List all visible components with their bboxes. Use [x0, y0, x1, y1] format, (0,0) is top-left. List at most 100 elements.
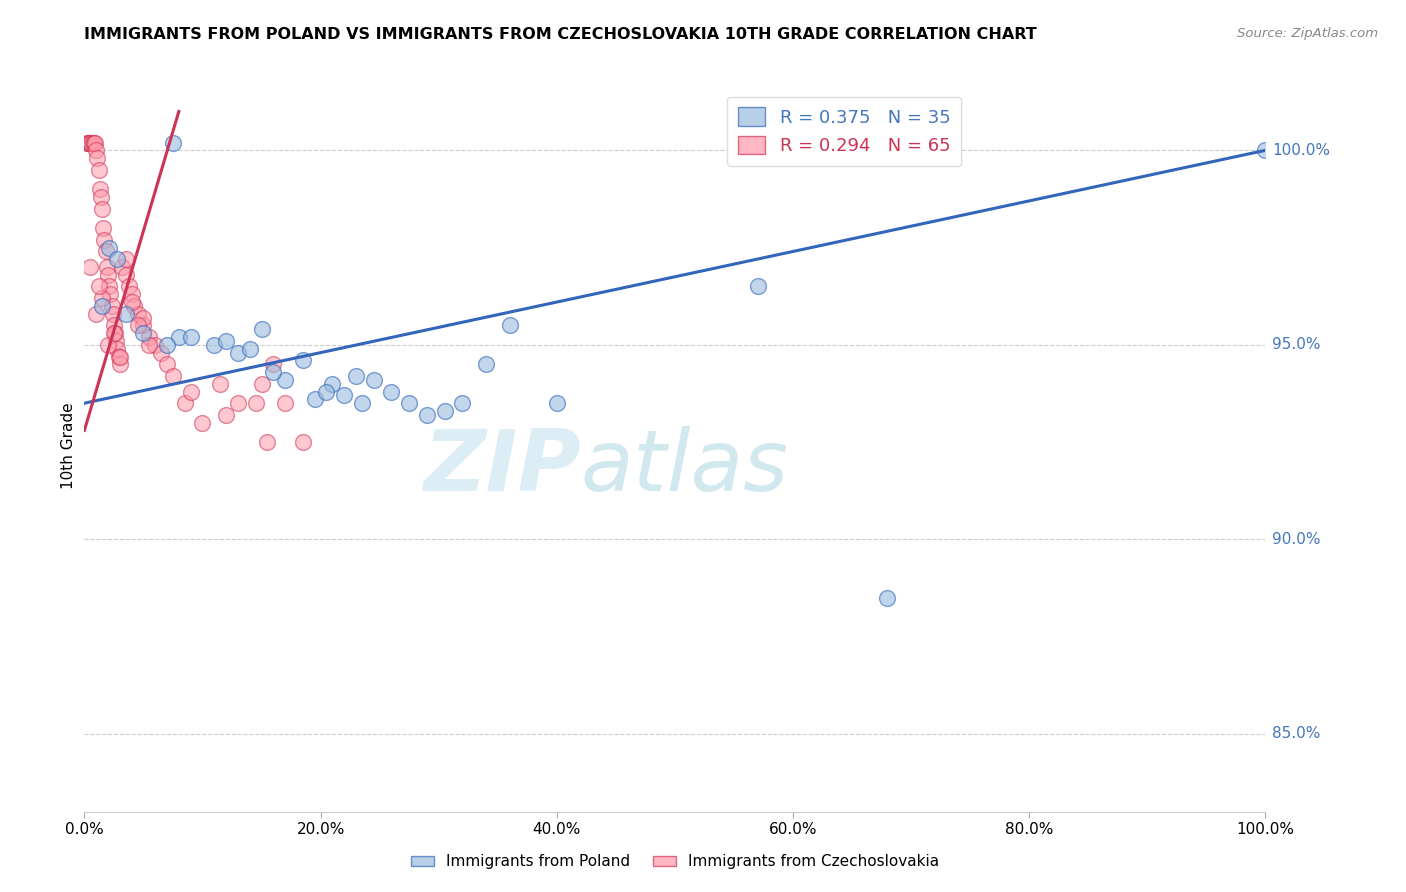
Y-axis label: 10th Grade: 10th Grade [60, 402, 76, 490]
Point [100, 299, 122, 313]
Point [114, 252, 136, 267]
Point [363, 373, 385, 387]
Point [215, 334, 238, 348]
Text: 90.0%: 90.0% [1272, 532, 1320, 547]
Point [262, 357, 284, 371]
Point [94, 244, 117, 259]
Point [121, 287, 143, 301]
Point [103, 318, 125, 333]
Point [84, 307, 107, 321]
Point [274, 396, 297, 410]
Point [98, 287, 121, 301]
Legend: Immigrants from Poland, Immigrants from Czechoslovakia: Immigrants from Poland, Immigrants from … [405, 848, 945, 875]
Point [1254, 144, 1277, 158]
Point [150, 345, 173, 359]
Point [180, 330, 202, 344]
Point [97, 268, 120, 282]
Point [96, 260, 118, 274]
Point [138, 338, 160, 352]
Text: 85.0%: 85.0% [1272, 726, 1320, 741]
Point [87, 162, 110, 177]
Point [80, 136, 103, 150]
Point [91, 299, 114, 313]
Point [84, 136, 107, 150]
Point [91, 202, 114, 216]
Point [202, 338, 225, 352]
Point [143, 338, 166, 352]
Point [226, 396, 249, 410]
Point [114, 307, 136, 321]
Point [87, 279, 110, 293]
Point [180, 384, 202, 399]
Point [111, 260, 134, 274]
Point [380, 384, 402, 399]
Point [250, 376, 273, 391]
Point [350, 396, 373, 410]
Point [162, 368, 184, 383]
Text: IMMIGRANTS FROM POLAND VS IMMIGRANTS FROM CZECHOSLOVAKIA 10TH GRADE CORRELATION : IMMIGRANTS FROM POLAND VS IMMIGRANTS FRO… [84, 27, 1038, 42]
Point [245, 396, 267, 410]
Point [122, 299, 145, 313]
Point [498, 318, 520, 333]
Point [76, 136, 98, 150]
Point [79, 136, 101, 150]
Point [132, 318, 155, 333]
Point [103, 326, 125, 341]
Point [304, 392, 326, 407]
Point [104, 326, 127, 341]
Legend: R = 0.375   N = 35, R = 0.294   N = 65: R = 0.375 N = 35, R = 0.294 N = 65 [727, 96, 962, 166]
Point [98, 241, 121, 255]
Point [127, 307, 149, 321]
Point [101, 307, 124, 321]
Point [256, 435, 278, 450]
Point [239, 342, 262, 356]
Point [451, 396, 474, 410]
Point [82, 136, 104, 150]
Point [138, 330, 160, 344]
Point [105, 334, 128, 348]
Text: 100.0%: 100.0% [1272, 143, 1330, 158]
Point [173, 396, 195, 410]
Point [91, 291, 114, 305]
Point [97, 338, 120, 352]
Text: ZIP: ZIP [423, 426, 581, 509]
Point [876, 591, 898, 605]
Point [167, 330, 190, 344]
Point [108, 357, 131, 371]
Point [79, 260, 101, 274]
Point [416, 408, 439, 422]
Point [333, 388, 356, 402]
Text: 95.0%: 95.0% [1272, 337, 1320, 352]
Point [344, 368, 367, 383]
Point [89, 182, 111, 196]
Point [108, 350, 131, 364]
Point [191, 416, 214, 430]
Point [132, 326, 155, 341]
Point [321, 376, 343, 391]
Point [215, 408, 238, 422]
Point [84, 144, 107, 158]
Point [118, 279, 141, 293]
Text: Source: ZipAtlas.com: Source: ZipAtlas.com [1237, 27, 1378, 40]
Point [77, 136, 100, 150]
Point [107, 252, 129, 267]
Point [274, 373, 297, 387]
Point [209, 376, 232, 391]
Point [475, 357, 498, 371]
Point [250, 322, 273, 336]
Point [162, 136, 184, 150]
Text: atlas: atlas [581, 426, 789, 509]
Point [262, 365, 284, 379]
Point [156, 357, 179, 371]
Point [77, 136, 100, 150]
Point [98, 279, 121, 293]
Point [398, 396, 420, 410]
Point [747, 279, 769, 293]
Point [132, 310, 155, 325]
Point [121, 295, 143, 310]
Point [107, 342, 129, 356]
Point [91, 221, 114, 235]
Point [127, 318, 149, 333]
Point [315, 384, 337, 399]
Point [546, 396, 568, 410]
